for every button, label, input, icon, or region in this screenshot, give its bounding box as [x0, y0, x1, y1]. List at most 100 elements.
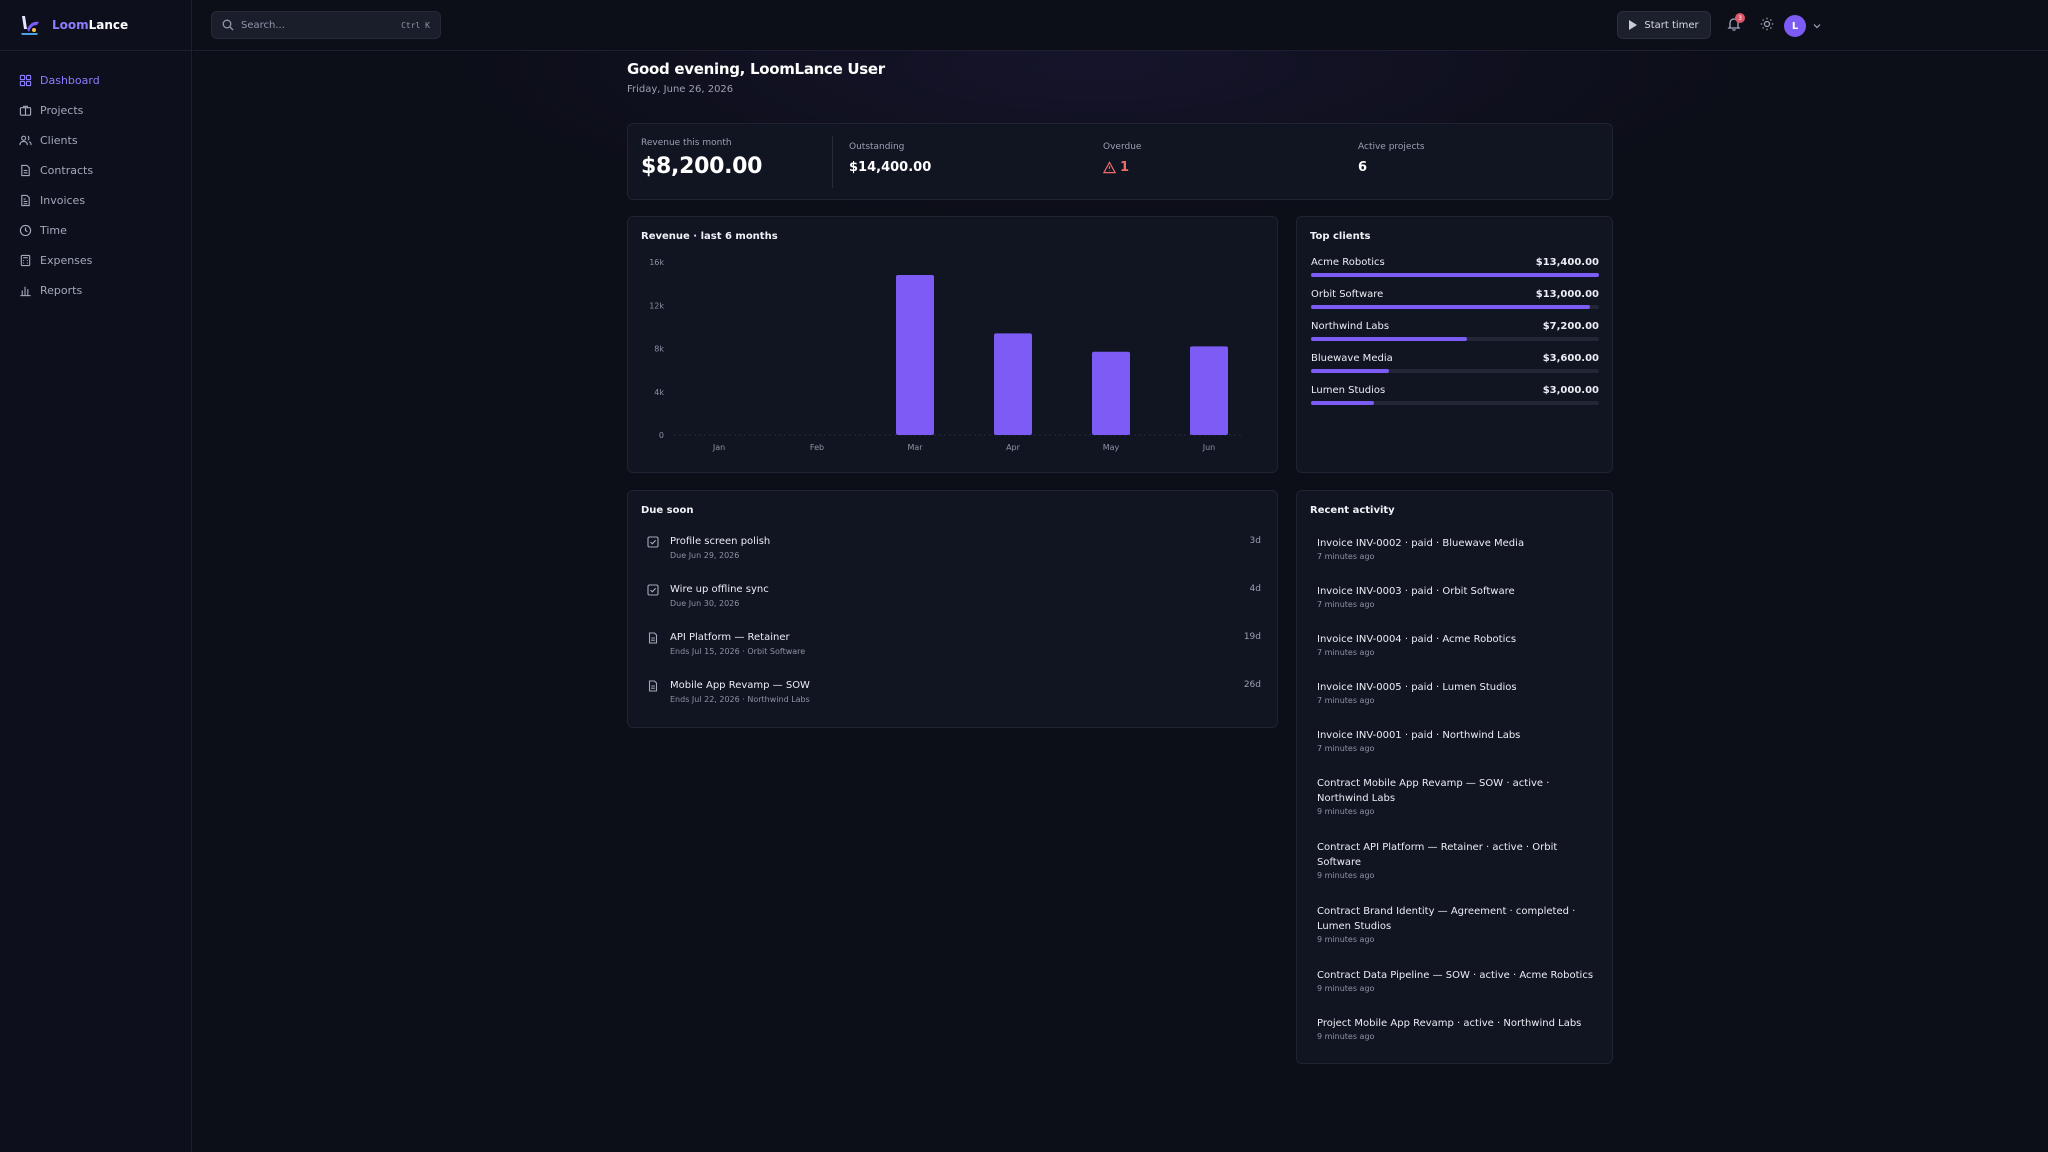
sidebar-item-clients[interactable]: Clients	[0, 125, 191, 155]
due-subtitle: Due Jun 29, 2026	[670, 551, 740, 560]
activity-title: Invoice INV-0005 · paid · Lumen Studios	[1317, 682, 1517, 693]
due-item[interactable]: Profile screen polish Due Jun 29, 2026 3…	[647, 536, 1261, 576]
theme-toggle-sun-icon[interactable]	[1760, 17, 1774, 31]
stat-value: 1	[1103, 160, 1141, 175]
client-amount: $3,600.00	[1542, 353, 1599, 364]
due-soon-card: Due soon Profile screen polish Due Jun 2…	[627, 490, 1278, 728]
client-row[interactable]: Acme Robotics $13,400.00	[1311, 257, 1599, 277]
activity-time: 9 minutes ago	[1317, 984, 1375, 993]
client-amount: $13,000.00	[1535, 289, 1599, 300]
bar-apr[interactable]	[994, 333, 1032, 435]
activity-item[interactable]: Contract Brand Identity — Agreement · co…	[1317, 904, 1597, 944]
sidebar-item-label: Expenses	[40, 253, 93, 267]
chevron-down-icon[interactable]	[1812, 21, 1822, 31]
user-avatar[interactable]: L	[1784, 15, 1806, 37]
activity-item[interactable]: Invoice INV-0003 · paid · Orbit Software…	[1317, 584, 1597, 609]
dashboard-icon	[19, 74, 32, 86]
activity-item[interactable]: Project Mobile App Revamp · active · Nor…	[1317, 1016, 1597, 1041]
client-row[interactable]: Lumen Studios $3,000.00	[1311, 385, 1599, 405]
document-icon	[648, 632, 658, 644]
bar-jun[interactable]	[1190, 346, 1228, 435]
bar-mar[interactable]	[896, 274, 934, 435]
bar-may[interactable]	[1092, 351, 1130, 435]
client-row[interactable]: Northwind Labs $7,200.00	[1311, 321, 1599, 341]
calculator-icon	[20, 254, 31, 266]
due-item[interactable]: API Platform — Retainer Ends Jul 15, 202…	[647, 632, 1261, 672]
x-tick-label: Jan	[712, 443, 725, 452]
search-input[interactable]	[241, 19, 402, 31]
due-title: API Platform — Retainer	[670, 632, 790, 643]
briefcase-icon	[19, 105, 32, 116]
sidebar-item-contracts[interactable]: Contracts	[0, 155, 191, 185]
sidebar-item-time[interactable]: Time	[0, 215, 191, 245]
file-text-icon	[21, 164, 30, 176]
sidebar-item-expenses[interactable]: Expenses	[0, 245, 191, 275]
client-share-bar	[1311, 273, 1599, 277]
sidebar-item-label: Dashboard	[40, 73, 100, 87]
brand-name: LoomLance	[52, 18, 129, 32]
due-subtitle: Ends Jul 22, 2026 · Northwind Labs	[670, 695, 810, 704]
start-timer-button[interactable]: Start timer	[1617, 11, 1711, 39]
client-name: Orbit Software	[1311, 289, 1384, 300]
activity-item[interactable]: Contract API Platform — Retainer · activ…	[1317, 840, 1597, 880]
activity-item[interactable]: Contract Mobile App Revamp — SOW · activ…	[1317, 776, 1597, 816]
activity-time: 7 minutes ago	[1317, 552, 1375, 561]
play-icon	[1629, 20, 1638, 30]
activity-item[interactable]: Contract Data Pipeline — SOW · active · …	[1317, 968, 1597, 993]
activity-item[interactable]: Invoice INV-0002 · paid · Bluewave Media…	[1317, 536, 1597, 561]
divider	[832, 136, 833, 188]
y-tick-label: 0	[659, 431, 664, 440]
stat-revenue: Revenue this month $8,200.00	[641, 138, 762, 215]
sidebar-item-label: Invoices	[40, 193, 86, 207]
due-title: Wire up offline sync	[670, 584, 769, 595]
due-item[interactable]: Mobile App Revamp — SOW Ends Jul 22, 202…	[647, 680, 1261, 720]
activity-title: Contract Mobile App Revamp — SOW · activ…	[1317, 778, 1550, 804]
activity-time: 9 minutes ago	[1317, 935, 1375, 944]
client-share-fill	[1311, 273, 1599, 277]
sidebar-item-projects[interactable]: Projects	[0, 95, 191, 125]
activity-title: Invoice INV-0004 · paid · Acme Robotics	[1317, 634, 1517, 645]
bar-chart-icon	[20, 286, 31, 296]
search-box[interactable]: Ctrl K	[211, 11, 441, 39]
brand[interactable]: LoomLance	[0, 0, 191, 51]
stat-label: Active projects	[1358, 142, 1425, 152]
due-subtitle: Ends Jul 15, 2026 · Orbit Software	[670, 647, 806, 656]
topbar: Ctrl K	[193, 0, 2048, 51]
x-tick-label: May	[1103, 443, 1120, 452]
activity-item[interactable]: Invoice INV-0001 · paid · Northwind Labs…	[1317, 728, 1597, 753]
activity-title: Invoice INV-0002 · paid · Bluewave Media	[1317, 538, 1525, 549]
sidebar-item-dashboard[interactable]: Dashboard	[0, 65, 191, 95]
client-amount: $13,400.00	[1535, 257, 1599, 268]
due-item[interactable]: Wire up offline sync Due Jun 30, 2026 4d	[647, 584, 1261, 624]
stat-active-projects: Active projects 6	[1358, 142, 1425, 219]
notifications-bell-icon[interactable]	[1726, 16, 1742, 32]
x-tick-label: Jun	[1202, 443, 1216, 452]
revenue-bar-chart: 0 4k 8k 12k 16k Jan Feb Mar Apr May Jun	[649, 258, 1243, 452]
sidebar-item-reports[interactable]: Reports	[0, 275, 191, 305]
activity-time: 7 minutes ago	[1317, 600, 1375, 609]
notification-count-badge: 3	[1735, 13, 1745, 23]
start-timer-label: Start timer	[1644, 19, 1699, 31]
activity-time: 9 minutes ago	[1317, 807, 1375, 816]
stat-overdue: Overdue 1	[1103, 142, 1141, 219]
client-share-bar	[1311, 337, 1599, 341]
activity-title: Contract API Platform — Retainer · activ…	[1317, 842, 1558, 868]
sidebar-item-invoices[interactable]: Invoices	[0, 185, 191, 215]
stat-value: 6	[1358, 160, 1368, 175]
client-share-bar	[1311, 369, 1599, 373]
search-icon	[222, 19, 234, 31]
client-row[interactable]: Orbit Software $13,000.00	[1311, 289, 1599, 309]
client-row[interactable]: Bluewave Media $3,600.00	[1311, 353, 1599, 373]
client-share-bar	[1311, 305, 1599, 309]
client-share-fill	[1311, 337, 1467, 341]
activity-item[interactable]: Invoice INV-0004 · paid · Acme Robotics …	[1317, 632, 1597, 657]
client-amount: $3,000.00	[1542, 385, 1599, 396]
due-days: 3d	[1249, 536, 1261, 546]
document-icon	[648, 680, 658, 692]
recent-activity-card: Recent activity Invoice INV-0002 · paid …	[1296, 490, 1613, 1064]
top-clients-card: Top clients Acme Robotics $13,400.00 Orbi…	[1296, 216, 1613, 473]
sidebar-item-label: Reports	[40, 283, 83, 297]
due-subtitle: Due Jun 30, 2026	[670, 599, 740, 608]
stats-card: Revenue this month $8,200.00 Outstanding…	[627, 123, 1613, 200]
activity-item[interactable]: Invoice INV-0005 · paid · Lumen Studios …	[1317, 680, 1597, 705]
